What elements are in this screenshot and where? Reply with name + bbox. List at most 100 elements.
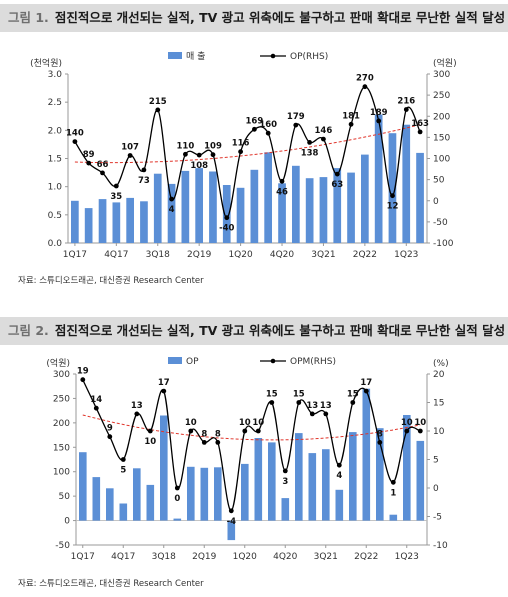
right-tick-label: 5 (433, 456, 439, 466)
bar (403, 415, 411, 521)
figure-1-title: 그림 1. 점진적으로 개선되는 실적, TV 광고 위축에도 불구하고 판매 확… (0, 4, 508, 32)
right-unit-label: (억원) (433, 57, 457, 69)
bar (160, 415, 168, 521)
line-point (269, 400, 275, 405)
bar (374, 114, 383, 243)
bar (361, 154, 369, 243)
legend-label-line: OPM(RHS) (290, 357, 336, 367)
left-tick-label: 200 (53, 419, 70, 429)
line-point (362, 84, 368, 90)
right-tick-label: -100 (433, 239, 454, 249)
bar (119, 503, 128, 521)
right-tick-label: 200 (433, 112, 450, 122)
line-point (293, 122, 299, 128)
line-point (390, 479, 396, 485)
line-point (141, 167, 147, 173)
x-tick-label: 3Q18 (152, 552, 177, 562)
line-data-label: 10 (239, 418, 251, 428)
right-tick-label: 20 (433, 370, 445, 380)
bar (250, 169, 259, 243)
right-tick-label: -50 (433, 218, 448, 228)
left-tick-label: 0 (64, 517, 70, 527)
line-data-label: 3 (282, 477, 288, 487)
line-data-label: 63 (331, 180, 343, 190)
bar (106, 488, 114, 521)
bar (173, 518, 182, 521)
x-tick-label: 4Q17 (111, 552, 135, 562)
line-point (350, 400, 356, 405)
bar (308, 453, 317, 521)
x-tick-label: 4Q17 (104, 250, 128, 260)
x-tick-label: 1Q17 (71, 552, 95, 562)
right-tick-label: 15 (433, 399, 444, 409)
line-point (107, 434, 113, 440)
bar (140, 201, 148, 243)
line-point (93, 405, 99, 411)
figure-1-title-text: 점진적으로 개선되는 실적, TV 광고 위축에도 불구하고 판매 확대로 무난… (54, 10, 506, 25)
line-data-label: 4 (169, 205, 175, 215)
bar (126, 197, 134, 243)
line-data-label: 181 (342, 111, 360, 121)
line-point (183, 151, 188, 157)
line-data-label: 15 (293, 390, 305, 400)
line-point (390, 193, 395, 199)
bar (79, 452, 87, 521)
bar (200, 467, 209, 521)
bar (278, 183, 286, 243)
bar (268, 442, 276, 521)
line-data-label: 160 (259, 120, 277, 130)
bar (222, 185, 231, 243)
line-point (169, 196, 175, 202)
right-tick-label: -5 (433, 513, 442, 523)
line-data-label: 216 (397, 97, 415, 107)
line-point (228, 508, 234, 514)
line-point (120, 457, 126, 462)
legend-swatch-bar (168, 357, 182, 364)
x-tick-label: 2Q22 (354, 552, 378, 562)
line-data-label: -40 (219, 224, 234, 234)
x-tick-label: 3Q21 (311, 250, 335, 260)
line-data-label: 14 (90, 395, 102, 405)
line-point (323, 411, 329, 417)
bar (388, 133, 397, 243)
x-tick-label: 3Q18 (146, 250, 171, 260)
line-data-label: 73 (138, 176, 150, 186)
bar (389, 514, 398, 521)
right-tick-label: 10 (433, 427, 445, 437)
chart-1: 0.0 0.5 1.0 1.5 2.0 2.5 3.0 -100 -50 0 50 100 150 200… (30, 51, 457, 260)
left-tick-label: 1.5 (48, 155, 62, 165)
right-tick-label: -10 (433, 541, 448, 551)
line-point (155, 107, 161, 113)
left-tick-label: 150 (53, 443, 70, 453)
line-data-label: 1 (390, 488, 396, 498)
bar (112, 202, 121, 243)
left-tick-label: 100 (53, 468, 70, 478)
bar (322, 449, 330, 521)
line-point (307, 140, 312, 145)
bar (305, 178, 314, 243)
legend-swatch-bar (168, 52, 182, 59)
bar (236, 187, 245, 243)
line-point (238, 149, 244, 155)
line-point (134, 411, 140, 417)
bar (416, 440, 425, 521)
trend-line (82, 414, 421, 441)
line-data-label: 10 (414, 418, 426, 428)
line-point (282, 468, 288, 474)
line-data-label: 13 (320, 401, 332, 411)
bar (146, 484, 155, 521)
line-data-label: 35 (110, 192, 122, 202)
left-tick-label: 300 (53, 370, 70, 380)
line-point (147, 428, 153, 434)
line-point (309, 411, 315, 417)
bar (187, 466, 195, 521)
bar (133, 468, 141, 521)
right-tick-label: 50 (433, 176, 445, 186)
line-point (161, 388, 167, 394)
line-data-label: 10 (144, 437, 156, 447)
line-data-label: 19 (77, 367, 89, 377)
line-data-label: 270 (356, 74, 374, 84)
line-data-label: 13 (131, 401, 143, 411)
line-point (215, 440, 221, 445)
right-tick-label: 100 (433, 155, 450, 165)
